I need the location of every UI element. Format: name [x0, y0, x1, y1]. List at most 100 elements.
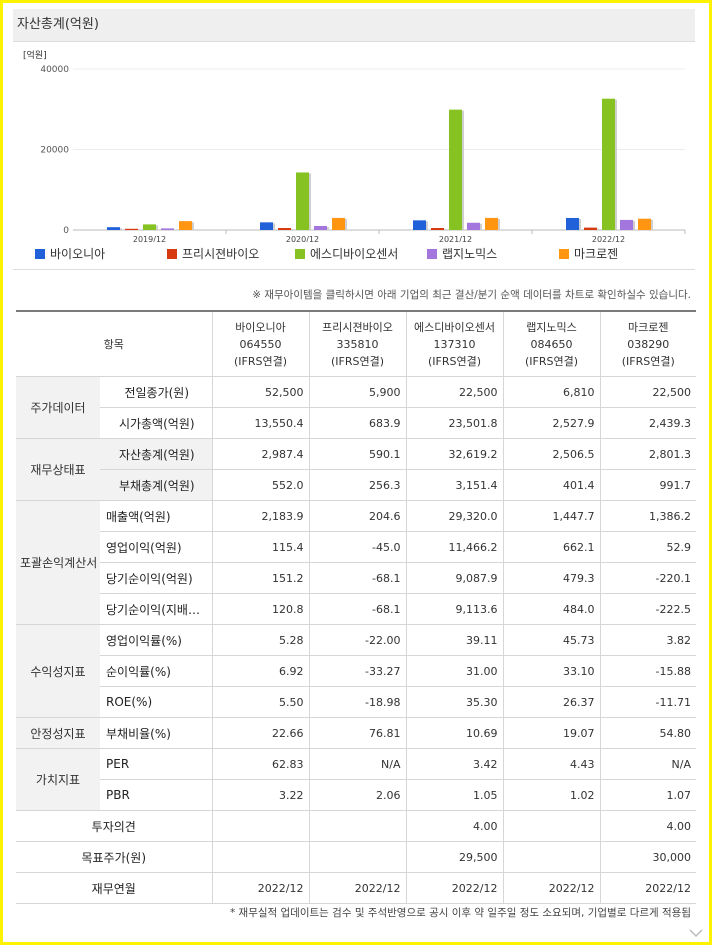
value-cell: 31.00 — [405, 655, 503, 687]
bar-1-0 — [260, 222, 273, 230]
item-label[interactable]: 부채총계(억원) — [100, 469, 213, 501]
bar-chart: [억원] 40000 20000 0 2019/12 2020/12 2021/12 2022… — [23, 49, 686, 242]
item-label[interactable]: ROE(%) — [100, 686, 213, 718]
value-cell: 32,619.2 — [405, 438, 503, 470]
value-cell: 35.30 — [405, 686, 503, 718]
legend-label: 랩지노믹스 — [442, 247, 498, 261]
company-name[interactable]: 프리시젼바이오 — [322, 320, 393, 334]
value-cell: 4.43 — [502, 748, 600, 780]
item-label[interactable]: 매출액(억원) — [100, 500, 213, 532]
item-label[interactable]: 당기순이익(억원) — [100, 562, 213, 594]
company-code: 137310 — [433, 337, 476, 351]
value-cell: -68.1 — [308, 593, 406, 625]
bar-0-4 — [179, 221, 192, 230]
legend-item[interactable]: 프리시젼바이오 — [167, 245, 259, 263]
legend-item[interactable]: 바이오니아 — [35, 245, 105, 263]
legend-swatch — [559, 249, 569, 259]
table-row: 재무상태표 자산총계(억원) 2,987.4 590.1 32,619.2 2,506.5… — [16, 438, 696, 501]
value-cell: 115.4 — [211, 531, 309, 563]
item-label[interactable]: PBR — [100, 779, 213, 811]
value-cell: 662.1 — [502, 531, 600, 563]
table-row: 목표주가(원) 29,500 30,000 — [16, 841, 696, 873]
item-label[interactable]: 영업이익률(%) — [100, 624, 213, 656]
company-name[interactable]: 랩지노믹스 — [526, 320, 577, 334]
value-cell: 11,466.2 — [405, 531, 503, 563]
company-code: 038290 — [627, 337, 670, 351]
legend-swatch — [167, 249, 177, 259]
value-cell — [502, 841, 600, 873]
company-name[interactable]: 바이오니아 — [235, 320, 286, 334]
item-label[interactable]: 부채비율(%) — [100, 717, 213, 749]
item-label[interactable]: 당기순이익(지배… — [100, 593, 213, 625]
bar-2-1 — [431, 227, 444, 230]
category-cell: 수익성지표 — [16, 624, 100, 718]
bar-2-3 — [467, 222, 480, 230]
value-cell: 33.10 — [502, 655, 600, 687]
legend-item[interactable]: 랩지노믹스 — [427, 245, 497, 263]
x-tick-label: 2022/12 — [592, 235, 625, 242]
legend-swatch — [35, 249, 45, 259]
value-cell: 5.50 — [211, 686, 309, 718]
bar-0-2 — [143, 224, 156, 230]
value-cell: 3.42 — [405, 748, 503, 780]
bar-1-1 — [278, 227, 291, 230]
value-cell: 2022/12 — [405, 872, 503, 904]
value-cell: 590.1 — [308, 438, 406, 470]
value-cell: 19.07 — [502, 717, 600, 749]
item-label[interactable]: 시가총액(억원) — [100, 407, 213, 439]
item-label[interactable]: 영업이익(억원) — [100, 531, 213, 563]
table-row: 포괄손익계산서 매출액(억원) 2,183.9 204.6 29,320.0 1,447.… — [16, 500, 696, 625]
item-label[interactable]: 자산총계(억원) — [100, 438, 213, 470]
y-tick-label: 20000 — [40, 146, 69, 156]
bar-0-0 — [107, 227, 120, 230]
company-header: 에스디바이오센서 137310 (IFRS연결) — [405, 310, 503, 377]
item-label[interactable]: 순이익률(%) — [100, 655, 213, 687]
legend-item[interactable]: 마크로젠 — [559, 245, 618, 263]
table-row: 재무연월 2022/12 2022/12 2022/12 2022/12 2022/12 — [16, 872, 696, 904]
table-row: 시가총액(억원) 13,550.4 683.9 23,501.8 2,527.9 2,43… — [16, 407, 696, 439]
value-cell: 30,000 — [599, 841, 696, 873]
item-label[interactable]: PER — [100, 748, 213, 780]
table-row: 수익성지표 영업이익률(%) 5.28 -22.00 39.11 45.73 3.82 — [16, 624, 696, 718]
legend-label: 에스디바이오센서 — [310, 247, 399, 261]
legend-item[interactable]: 에스디바이오센서 — [295, 245, 398, 263]
legend-label: 프리시젼바이오 — [182, 247, 260, 261]
y-tick-label: 0 — [63, 226, 69, 236]
item-label[interactable]: 전일종가(원) — [100, 376, 213, 408]
bar-3-4 — [638, 218, 651, 230]
value-cell: 3,151.4 — [405, 469, 503, 501]
company-code: 335810 — [336, 337, 379, 351]
bar-2-0 — [413, 220, 426, 230]
value-cell — [211, 841, 309, 873]
x-tick-label: 2020/12 — [286, 235, 319, 242]
chart-title: 자산총계(억원) — [13, 9, 695, 42]
x-tick-label: 2019/12 — [133, 235, 166, 242]
company-header: 프리시젼바이오 335810 (IFRS연결) — [308, 310, 406, 377]
value-cell — [308, 841, 406, 873]
chart-legend: 바이오니아 프리시젼바이오 에스디바이오센서 랩지노믹스 마크로젠 — [35, 245, 695, 263]
value-cell — [308, 810, 406, 842]
value-cell: 204.6 — [308, 500, 406, 532]
category-cell: 주가데이터 — [16, 376, 100, 439]
value-cell: -15.88 — [599, 655, 696, 687]
value-cell: 2,506.5 — [502, 438, 600, 470]
value-cell: 2022/12 — [308, 872, 406, 904]
company-basis: (IFRS연결) — [621, 354, 675, 368]
company-name[interactable]: 에스디바이오센서 — [414, 320, 495, 334]
company-header: 마크로젠 038290 (IFRS연결) — [599, 310, 696, 377]
chart-note: ※ 재무아이템을 클릭하시면 아래 기업의 최근 결산/분기 순액 데이터를 차… — [252, 289, 691, 301]
value-cell: N/A — [599, 748, 696, 780]
value-cell: 2022/12 — [211, 872, 309, 904]
value-cell: 1.05 — [405, 779, 503, 811]
company-header: 랩지노믹스 084650 (IFRS연결) — [502, 310, 600, 377]
x-tick-label: 2021/12 — [439, 235, 472, 242]
bar-2-2 — [449, 109, 462, 230]
chevron-down-icon[interactable] — [689, 928, 703, 938]
value-cell: 2,439.3 — [599, 407, 696, 439]
bar-1-4 — [332, 217, 345, 230]
category-cell: 가치지표 — [16, 748, 100, 811]
value-cell: 3.22 — [211, 779, 309, 811]
value-cell: 10.69 — [405, 717, 503, 749]
company-name[interactable]: 마크로젠 — [628, 320, 669, 334]
bar-0-3 — [161, 228, 174, 230]
